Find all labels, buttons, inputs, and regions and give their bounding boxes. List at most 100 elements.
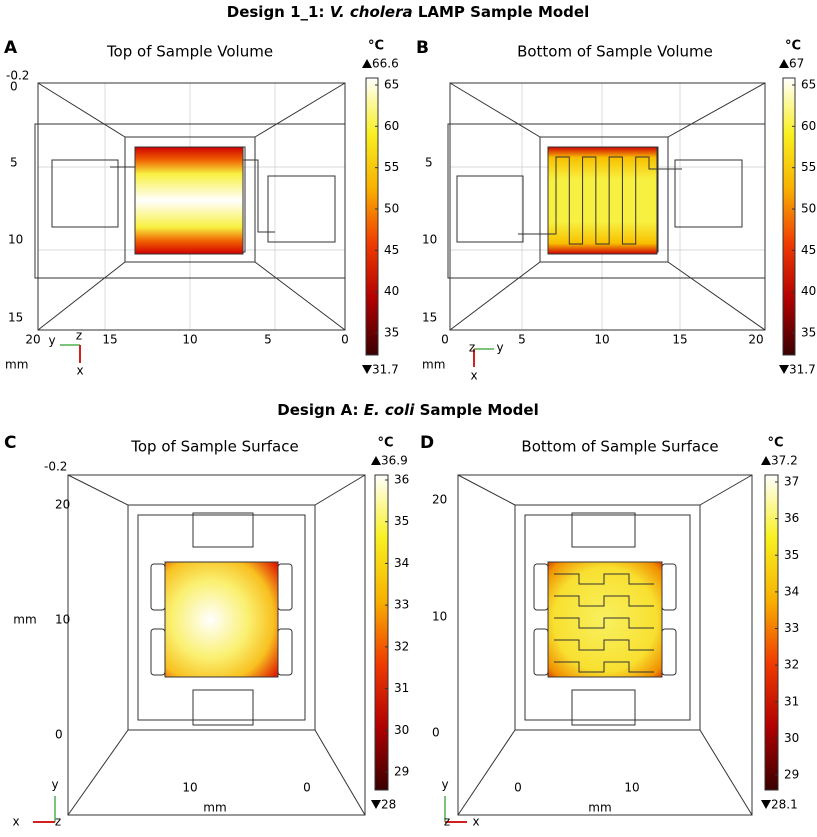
outline — [254, 82, 346, 138]
colorbar-max: 37.2 — [771, 454, 798, 468]
colorbar-tick-label: 30 — [394, 723, 409, 737]
outline — [314, 729, 366, 816]
outline — [277, 628, 293, 676]
axis-tick-label: 0 — [514, 781, 522, 795]
colorbar-tick-label: 31 — [394, 681, 409, 695]
title-part: Design 1_1: — [227, 3, 330, 21]
colorbar-tick-label: 32 — [784, 658, 799, 672]
outline — [37, 261, 126, 331]
outline — [514, 504, 701, 731]
colorbar-tick-label: 55 — [801, 160, 816, 174]
axis-tick-label: 20 — [55, 498, 70, 512]
axis-unit: mm — [13, 613, 36, 627]
axis-tick-label: 10 — [55, 613, 70, 627]
colorbar-tick-label: 45 — [384, 243, 399, 257]
axis-tick-label: 0 — [55, 728, 63, 742]
axis-tick-label: 20 — [748, 333, 763, 347]
temperature-field — [547, 146, 658, 255]
outline — [667, 261, 766, 331]
outline — [457, 474, 516, 506]
panel-title: Bottom of Sample Surface — [521, 438, 718, 456]
colorbar-tick-label: 35 — [801, 326, 816, 340]
temperature-field — [134, 146, 244, 255]
outline — [314, 474, 366, 506]
colorbar-tick-label: 35 — [384, 326, 399, 340]
outline — [34, 123, 346, 279]
outline — [449, 261, 541, 331]
axis-tick-label: -0.2 — [6, 69, 29, 83]
colorbar — [365, 77, 379, 356]
outline — [661, 628, 677, 676]
outline — [447, 123, 766, 279]
triad-label: y — [48, 334, 55, 348]
outline — [539, 136, 669, 263]
colorbar-tick-label: 34 — [394, 556, 409, 570]
triad-label: z — [55, 815, 61, 829]
axis-tick-label: 15 — [8, 311, 23, 325]
outline — [137, 514, 306, 721]
outline — [192, 512, 254, 548]
outline — [449, 82, 541, 138]
triad-label: z — [444, 815, 450, 829]
colorbar-tick-label: 40 — [801, 284, 816, 298]
axis-tick-label: 5 — [264, 333, 272, 347]
colorbar-min: 28.1 — [771, 798, 798, 812]
colorbar-tick-label: 45 — [801, 243, 816, 257]
outline — [661, 563, 677, 611]
triad-label: x — [470, 369, 477, 383]
triad-label: x — [12, 815, 19, 829]
colorbar — [374, 474, 389, 791]
outline — [457, 729, 516, 816]
axis-tick-label: 10 — [182, 333, 197, 347]
axis-tick-label: 10 — [624, 781, 639, 795]
axis-tick-label: 5 — [518, 333, 526, 347]
colorbar — [764, 474, 779, 791]
outline — [150, 563, 166, 611]
colorbar-min: 31.7 — [372, 363, 399, 377]
outline — [254, 261, 346, 331]
colorbar-tick-label: 33 — [784, 621, 799, 635]
outline — [571, 512, 636, 548]
axis-tick-label: 15 — [672, 333, 687, 347]
outline — [192, 689, 254, 726]
axis-tick-label: -0.2 — [44, 460, 67, 474]
min-marker — [761, 800, 771, 809]
outline — [51, 159, 119, 228]
min-marker — [371, 800, 381, 809]
outline — [267, 175, 336, 243]
colorbar-tick-label: 34 — [784, 584, 799, 598]
outline — [124, 136, 256, 263]
axis-tick-label: 15 — [102, 333, 117, 347]
axis-tick-label: 0 — [10, 80, 18, 94]
outline — [674, 159, 743, 228]
temperature-field — [547, 561, 663, 678]
triad-label: y — [441, 778, 448, 792]
colorbar-tick-label: 36 — [784, 511, 799, 525]
axis-tick-label: 10 — [432, 610, 447, 624]
colorbar — [782, 77, 796, 356]
panel-letter: C — [4, 433, 16, 453]
axis-tick-label: 10 — [8, 233, 23, 247]
outline — [457, 474, 753, 816]
panel-title: Top of Sample Volume — [106, 43, 273, 61]
axis-tick-label: 20 — [25, 333, 40, 347]
axis-unit: mm — [203, 801, 226, 815]
outline — [667, 82, 766, 138]
title-part: LAMP Sample Model — [413, 3, 590, 21]
max-marker — [371, 456, 381, 465]
outline — [533, 628, 549, 676]
triad-label: z — [469, 341, 475, 355]
title-part: Sample Model — [414, 401, 538, 419]
outline — [699, 474, 753, 506]
outline — [67, 474, 129, 506]
triad-label: y — [496, 341, 503, 355]
colorbar-tick-label: 40 — [384, 284, 399, 298]
outline — [277, 563, 293, 611]
title-part: Design A: — [277, 401, 363, 419]
panel-letter: D — [420, 433, 434, 453]
panel-letter: B — [416, 38, 429, 58]
colorbar-max: 66.6 — [372, 57, 399, 71]
colorbar-tick-label: 35 — [784, 548, 799, 562]
axis-tick-label: 0 — [303, 781, 311, 795]
